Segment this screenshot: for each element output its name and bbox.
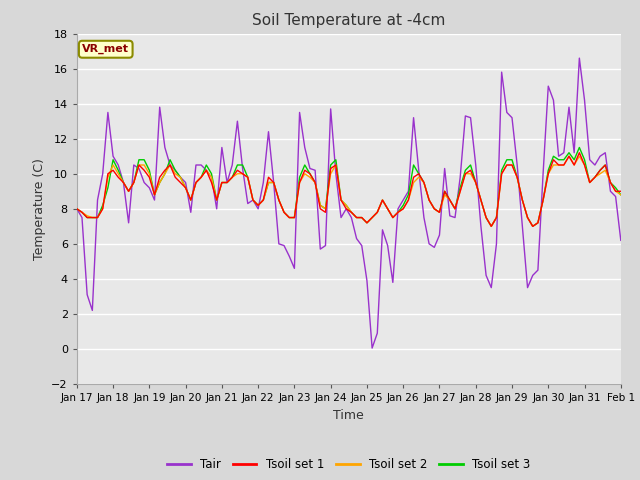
Tsoil set 1 xyxy=(73,206,81,212)
Y-axis label: Temperature (C): Temperature (C) xyxy=(33,158,45,260)
Text: VR_met: VR_met xyxy=(82,44,129,54)
Tair xyxy=(431,244,438,250)
Tair xyxy=(451,215,459,220)
Tsoil set 2 xyxy=(565,154,573,159)
Tsoil set 2 xyxy=(446,197,454,203)
Tsoil set 1 xyxy=(488,224,495,229)
Tsoil set 2 xyxy=(488,224,495,229)
X-axis label: Time: Time xyxy=(333,408,364,421)
Tsoil set 1 xyxy=(550,157,557,163)
Tsoil set 1 xyxy=(425,197,433,203)
Tsoil set 1 xyxy=(617,188,625,194)
Line: Tsoil set 3: Tsoil set 3 xyxy=(77,147,621,227)
Tair xyxy=(368,345,376,351)
Tsoil set 1 xyxy=(446,197,454,203)
Tsoil set 2 xyxy=(617,192,625,198)
Tsoil set 2 xyxy=(394,209,402,215)
Tsoil set 3 xyxy=(394,209,402,215)
Tsoil set 2 xyxy=(550,162,557,168)
Line: Tsoil set 2: Tsoil set 2 xyxy=(77,156,621,227)
Tsoil set 3 xyxy=(550,154,557,159)
Tsoil set 3 xyxy=(488,224,495,229)
Tsoil set 2 xyxy=(73,206,81,212)
Tair xyxy=(88,308,96,313)
Tsoil set 3 xyxy=(389,215,397,220)
Tsoil set 2 xyxy=(389,215,397,220)
Tsoil set 3 xyxy=(425,197,433,203)
Tsoil set 3 xyxy=(88,215,96,220)
Tsoil set 1 xyxy=(575,150,583,156)
Tsoil set 3 xyxy=(73,206,81,212)
Tair xyxy=(394,206,402,212)
Tair xyxy=(73,206,81,212)
Tair xyxy=(399,197,407,203)
Tsoil set 3 xyxy=(575,144,583,150)
Legend: Tair, Tsoil set 1, Tsoil set 2, Tsoil set 3: Tair, Tsoil set 1, Tsoil set 2, Tsoil se… xyxy=(163,454,535,476)
Line: Tair: Tair xyxy=(77,58,621,348)
Title: Soil Temperature at -4cm: Soil Temperature at -4cm xyxy=(252,13,445,28)
Tsoil set 1 xyxy=(394,209,402,215)
Tsoil set 2 xyxy=(88,215,96,220)
Line: Tsoil set 1: Tsoil set 1 xyxy=(77,153,621,227)
Tsoil set 3 xyxy=(446,197,454,203)
Tsoil set 1 xyxy=(389,215,397,220)
Tsoil set 3 xyxy=(617,192,625,198)
Tair xyxy=(550,97,557,103)
Tsoil set 1 xyxy=(88,215,96,220)
Tsoil set 2 xyxy=(425,197,433,203)
Tair xyxy=(617,238,625,243)
Tair xyxy=(575,55,583,61)
